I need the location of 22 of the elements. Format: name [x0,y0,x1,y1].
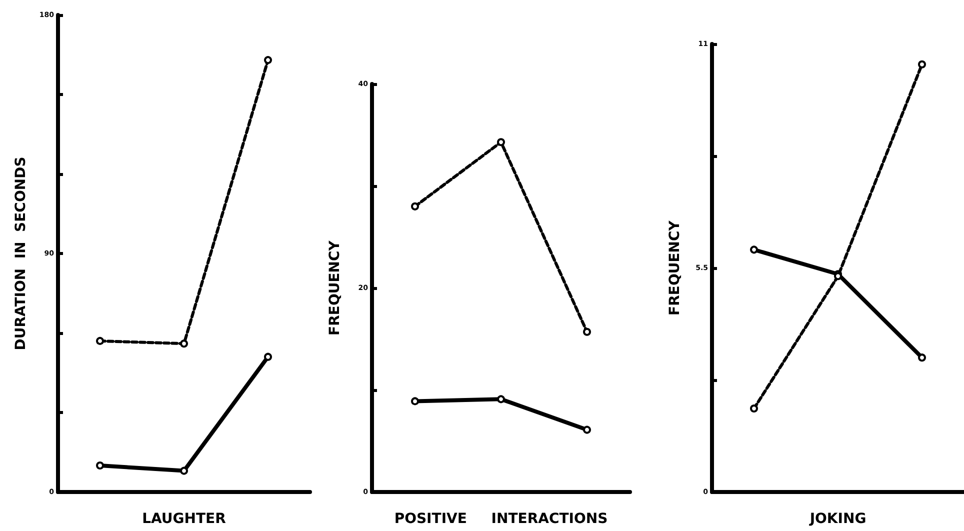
point [180,466,188,475]
point [918,60,926,68]
point [264,56,272,64]
point [583,328,591,336]
point [497,138,505,146]
point [180,340,188,348]
point [96,462,104,470]
point [918,354,926,362]
x-axis-title: POSITIVE INTERACTIONS [394,511,608,527]
point [96,336,104,345]
y-axis-title: DURATION IN SECONDS [13,156,29,350]
point [497,395,505,404]
point [750,404,758,413]
point [411,202,419,210]
y-axis-title: FREQUENCY [667,220,683,316]
point [411,397,419,406]
point [750,246,758,254]
point [264,352,272,361]
y-axis-title: FREQUENCY [327,240,343,336]
point [583,426,591,434]
x-axis-title: JOKING [808,511,866,527]
x-axis-title: LAUGHTER [142,511,226,527]
